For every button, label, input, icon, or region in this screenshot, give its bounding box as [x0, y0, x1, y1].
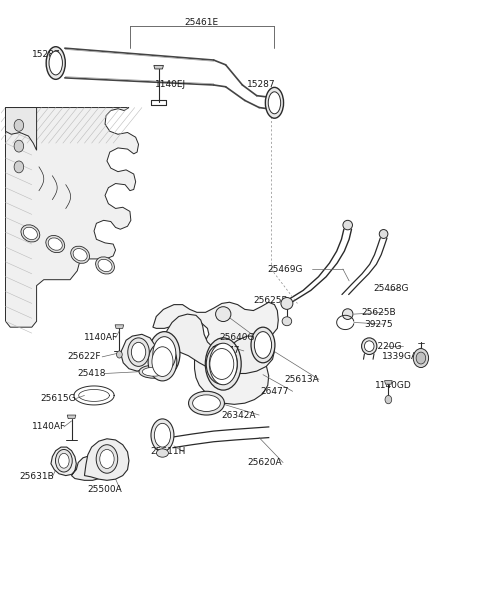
Ellipse shape — [254, 331, 272, 358]
Ellipse shape — [56, 449, 72, 472]
Text: 25620A: 25620A — [248, 458, 282, 467]
Circle shape — [413, 349, 429, 368]
Circle shape — [117, 351, 122, 358]
Text: 1140AF: 1140AF — [84, 333, 118, 342]
Ellipse shape — [128, 338, 149, 367]
Text: 1140AF: 1140AF — [32, 422, 66, 431]
Ellipse shape — [49, 51, 62, 75]
Polygon shape — [5, 108, 36, 151]
Polygon shape — [384, 381, 392, 384]
Text: 25611H: 25611H — [151, 447, 186, 456]
Text: 26477: 26477 — [211, 346, 240, 355]
Ellipse shape — [139, 365, 168, 378]
Polygon shape — [115, 325, 124, 328]
Text: 25500A: 25500A — [88, 486, 122, 494]
Ellipse shape — [156, 449, 168, 457]
Text: 39275: 39275 — [364, 320, 393, 328]
Ellipse shape — [152, 347, 173, 377]
Text: 1140GD: 1140GD — [375, 381, 411, 390]
Ellipse shape — [379, 230, 388, 239]
Ellipse shape — [342, 309, 353, 320]
Ellipse shape — [96, 444, 118, 473]
Polygon shape — [51, 447, 108, 480]
Ellipse shape — [210, 349, 234, 380]
Ellipse shape — [149, 331, 180, 376]
Text: 15287: 15287 — [32, 49, 60, 59]
Ellipse shape — [132, 342, 146, 362]
Ellipse shape — [155, 424, 170, 447]
Ellipse shape — [268, 92, 281, 114]
Ellipse shape — [48, 238, 62, 250]
Text: 26342A: 26342A — [222, 411, 256, 419]
Ellipse shape — [148, 342, 177, 381]
Ellipse shape — [192, 395, 220, 412]
Polygon shape — [67, 415, 76, 419]
Polygon shape — [84, 439, 129, 480]
Ellipse shape — [265, 87, 284, 118]
Polygon shape — [154, 65, 163, 69]
Ellipse shape — [206, 344, 238, 384]
Ellipse shape — [100, 449, 114, 468]
Circle shape — [14, 140, 24, 152]
Ellipse shape — [364, 341, 374, 352]
Ellipse shape — [46, 236, 65, 253]
Ellipse shape — [361, 338, 377, 355]
Ellipse shape — [143, 367, 165, 376]
Circle shape — [385, 396, 392, 404]
Ellipse shape — [251, 327, 275, 363]
Ellipse shape — [46, 46, 65, 79]
Circle shape — [14, 120, 24, 131]
Circle shape — [14, 161, 24, 173]
Text: 1339GA: 1339GA — [382, 352, 419, 361]
Ellipse shape — [73, 249, 87, 261]
Text: 1140EJ: 1140EJ — [155, 80, 186, 89]
Polygon shape — [121, 334, 156, 371]
Ellipse shape — [71, 246, 90, 264]
Text: 25615G: 25615G — [40, 394, 76, 403]
Text: 25622F: 25622F — [68, 352, 101, 361]
Text: 25631B: 25631B — [19, 472, 54, 481]
Text: 25461E: 25461E — [185, 18, 219, 27]
Text: 39220G: 39220G — [366, 342, 401, 350]
Text: 25469G: 25469G — [268, 265, 303, 274]
Ellipse shape — [205, 338, 241, 390]
Ellipse shape — [151, 419, 174, 452]
Text: 25468G: 25468G — [373, 284, 408, 293]
Ellipse shape — [96, 257, 114, 274]
Ellipse shape — [59, 453, 69, 468]
Text: 25640G: 25640G — [220, 333, 255, 342]
Ellipse shape — [21, 225, 40, 242]
Ellipse shape — [98, 259, 112, 272]
Text: 15287: 15287 — [247, 80, 276, 89]
Polygon shape — [131, 314, 275, 374]
Ellipse shape — [189, 392, 225, 415]
Circle shape — [416, 352, 426, 364]
Text: 25613A: 25613A — [284, 375, 319, 384]
Text: 25418: 25418 — [77, 369, 106, 378]
Ellipse shape — [281, 298, 293, 309]
Ellipse shape — [209, 343, 237, 385]
Polygon shape — [153, 302, 278, 405]
Ellipse shape — [153, 337, 176, 371]
Text: 25625B: 25625B — [361, 308, 396, 317]
Ellipse shape — [282, 317, 292, 325]
Ellipse shape — [216, 306, 231, 321]
Polygon shape — [5, 108, 139, 327]
Text: 25625B: 25625B — [254, 296, 288, 305]
Text: 26477: 26477 — [260, 387, 288, 396]
Ellipse shape — [24, 227, 37, 240]
Ellipse shape — [343, 220, 352, 230]
